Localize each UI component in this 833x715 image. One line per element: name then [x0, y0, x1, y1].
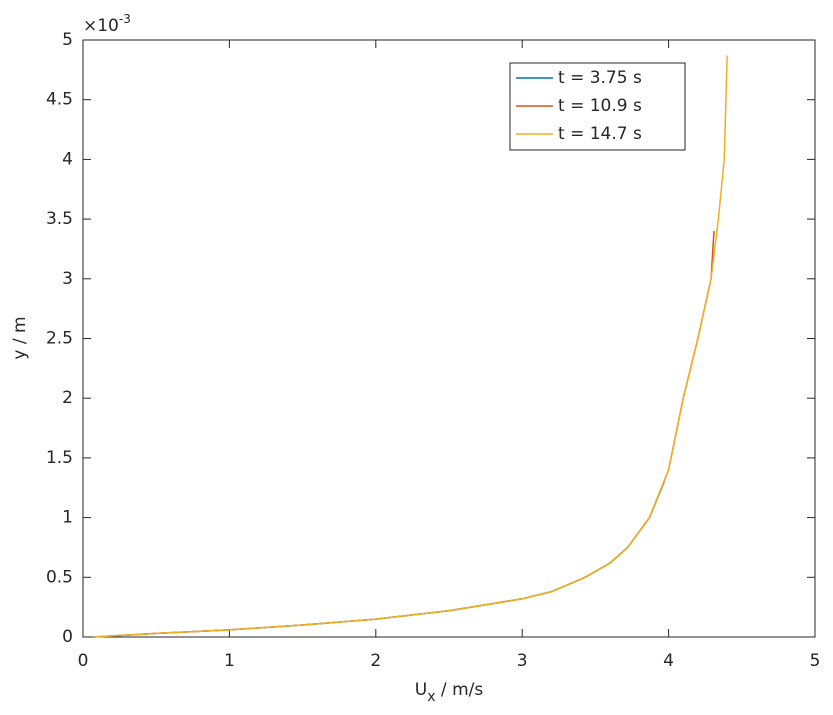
legend-label: t = 10.9 s: [558, 96, 642, 116]
x-tick-label: 1: [224, 651, 235, 671]
x-tick-label: 2: [370, 651, 381, 671]
y-tick-label: 0: [62, 627, 73, 647]
series-line: [93, 55, 728, 638]
y-tick-label: 3: [62, 269, 73, 289]
legend-label: t = 14.7 s: [558, 124, 642, 144]
y-tick-label: 5: [62, 30, 73, 50]
y-tick-label: 3.5: [46, 209, 73, 229]
y-tick-label: 0.5: [46, 567, 73, 587]
y-tick-label: 1: [62, 508, 73, 528]
x-label-sub: x: [427, 689, 435, 705]
y-tick-label: 1.5: [46, 448, 73, 468]
y-tick-label: 4: [62, 149, 73, 169]
y-multiplier: ×10-3: [83, 12, 131, 37]
legend-label: t = 3.75 s: [558, 68, 642, 88]
multiplier-base: ×10: [83, 16, 119, 36]
y-axis-label: y / m: [10, 316, 30, 359]
x-label-rest: / m/s: [436, 680, 484, 700]
y-tick-label: 4.5: [46, 90, 73, 110]
x-tick-label: 4: [663, 651, 674, 671]
x-tick-label: 0: [78, 651, 89, 671]
x-tick-label: 5: [810, 651, 821, 671]
multiplier-exponent: -3: [119, 12, 131, 26]
x-axis-label: Ux / m/s: [415, 680, 484, 705]
x-tick-label: 3: [517, 651, 528, 671]
y-tick-label: 2: [62, 388, 73, 408]
plot-area: [82, 39, 816, 638]
x-label-main: U: [415, 680, 427, 700]
y-tick-label: 2.5: [46, 329, 73, 349]
